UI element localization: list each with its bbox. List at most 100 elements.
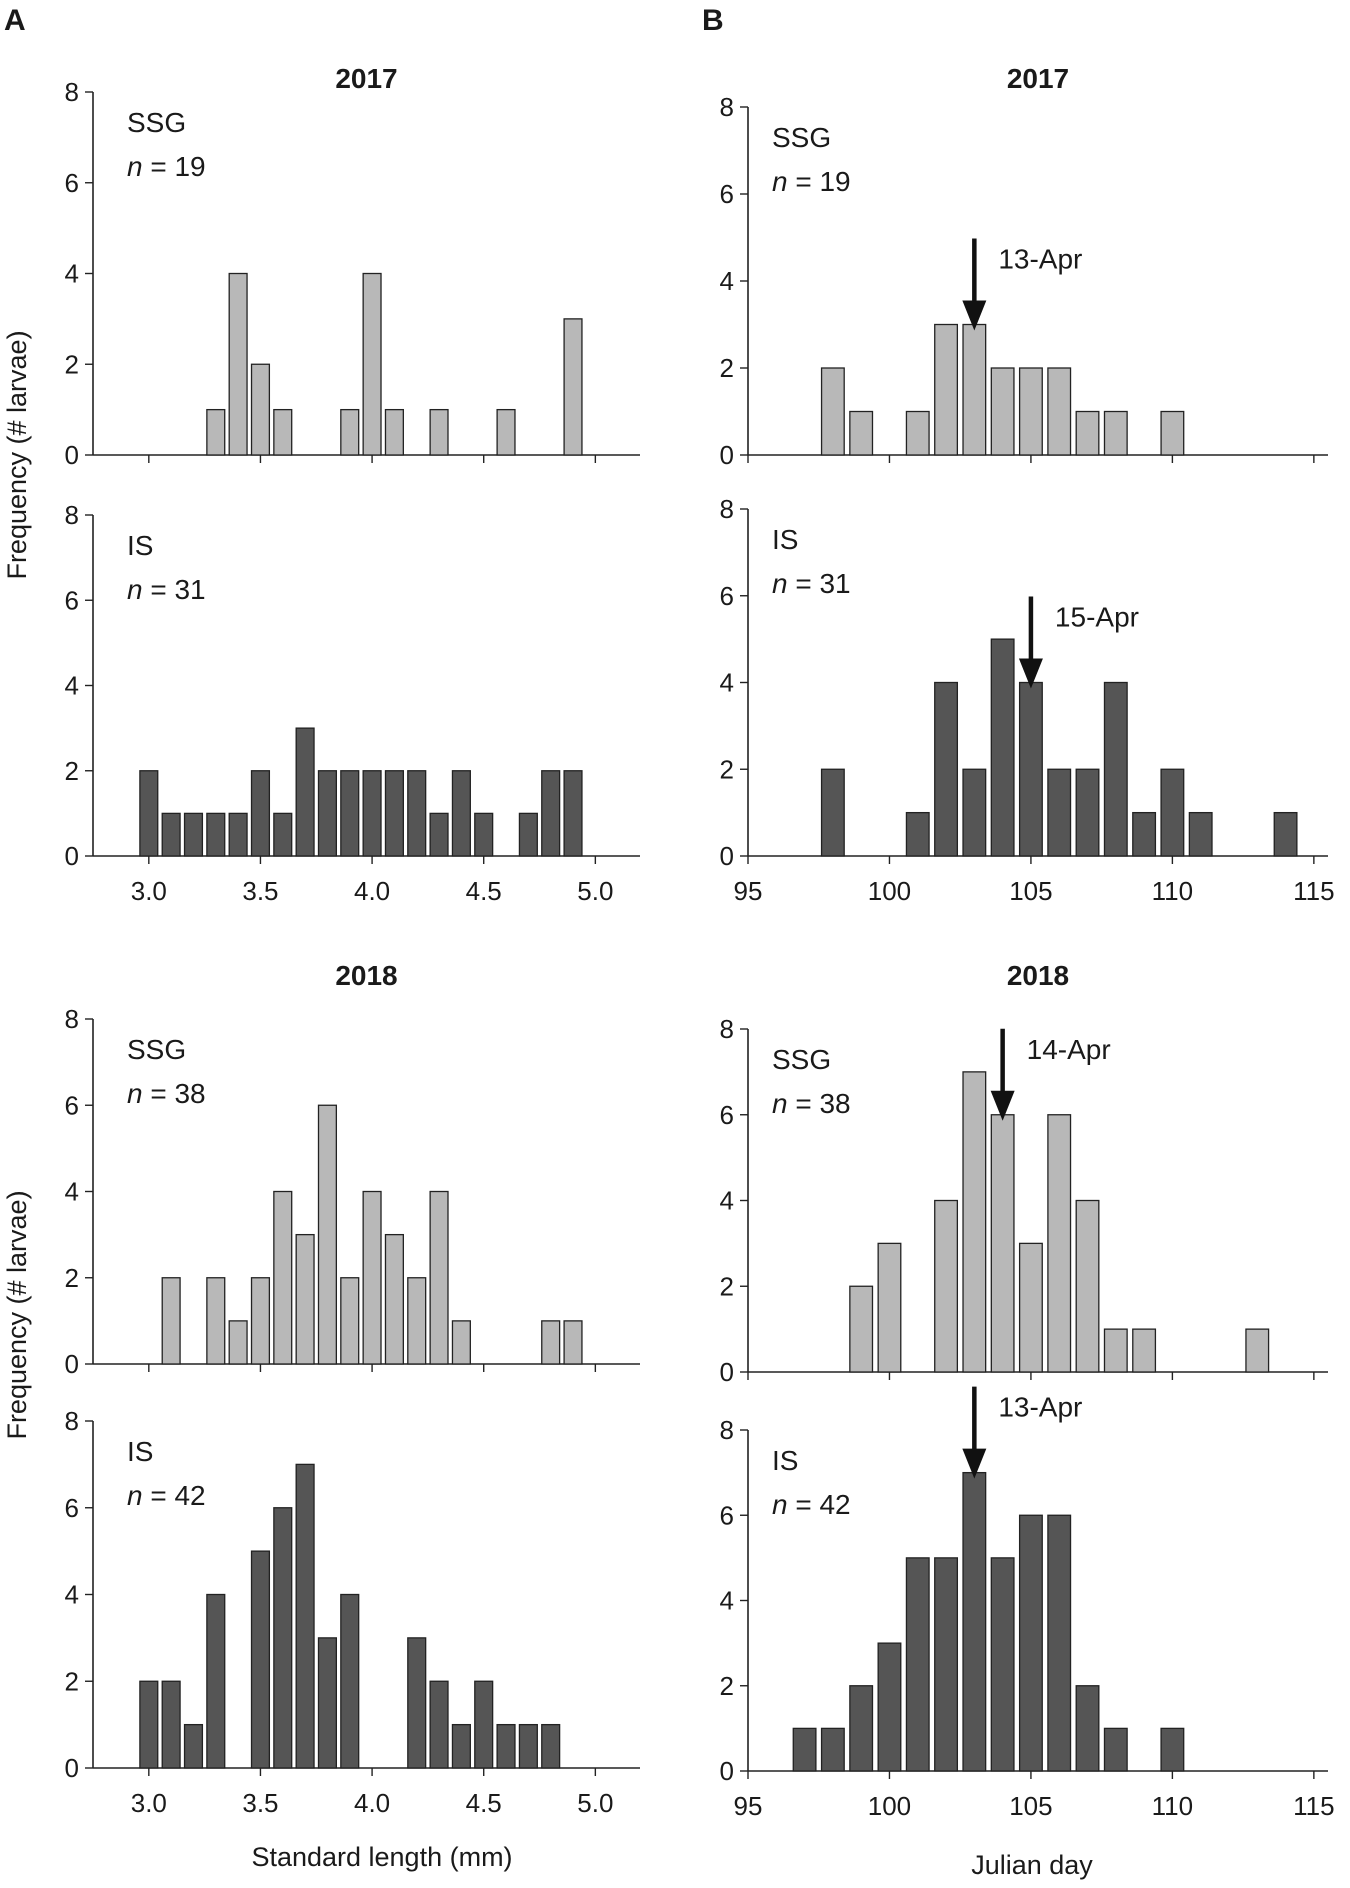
x-tick-label: 5.0 [577, 876, 613, 906]
y-axis-label-bottom: Frequency (# larvae) [2, 1190, 32, 1439]
bar [206, 1277, 226, 1365]
bar [934, 681, 959, 857]
bar [429, 1680, 449, 1769]
chart-2017-jd-is: 0 2 4 6 8 95 100 105 110 115 IS n = 31 15-Apr [720, 494, 1335, 906]
bar [161, 812, 181, 857]
bar [962, 1471, 987, 1772]
bar [962, 323, 987, 456]
chart-2018-sl-ssg: 0 2 4 6 8 SSG n = 38 2018 [65, 960, 640, 1379]
bar [429, 408, 449, 456]
sample-size-label: n = 31 [127, 574, 206, 605]
bar [228, 812, 248, 857]
y-tick-label: 6 [65, 1493, 79, 1523]
bar [474, 812, 494, 857]
bar [1160, 1727, 1185, 1772]
bar [474, 1680, 494, 1769]
bar [362, 272, 382, 456]
site-label: IS [127, 1436, 153, 1467]
bar [1075, 410, 1100, 456]
bar [934, 1199, 959, 1373]
chart-2018-jd-ssg: 0 2 4 6 8 SSG n = 38 2018 14-Apr [720, 960, 1328, 1387]
y-tick-label: 0 [720, 1756, 734, 1786]
bar [1273, 811, 1298, 857]
median-date-label: 13-Apr [998, 1392, 1082, 1423]
bar [250, 363, 271, 456]
year-title: 2018 [1007, 960, 1069, 991]
bar [206, 408, 226, 456]
bar [518, 1723, 538, 1769]
panel-letter-b: B [702, 4, 724, 37]
x-tick-label: 4.5 [466, 1788, 502, 1818]
year-title: 2018 [335, 960, 397, 991]
bar [1018, 367, 1043, 456]
y-tick-label: 0 [720, 440, 734, 470]
bar [1132, 811, 1157, 857]
y-tick-label: 6 [720, 179, 734, 209]
bar [295, 727, 315, 857]
bar [849, 410, 874, 456]
bar [962, 768, 987, 857]
bar [1075, 1685, 1100, 1772]
bar [295, 1463, 315, 1769]
y-tick-label: 0 [65, 440, 79, 470]
bar [990, 367, 1015, 456]
bar [820, 1727, 845, 1772]
bar [496, 408, 516, 456]
sample-size-label: n = 19 [127, 151, 206, 182]
bar [139, 1680, 159, 1769]
bar [1018, 681, 1043, 857]
site-label: IS [772, 524, 798, 555]
y-tick-label: 8 [720, 92, 734, 122]
bar [340, 1593, 360, 1769]
y-tick-label: 2 [720, 353, 734, 383]
y-tick-label: 8 [65, 77, 79, 107]
y-tick-label: 4 [720, 1186, 734, 1216]
bar [1188, 811, 1213, 857]
bar [877, 1242, 902, 1373]
bar [451, 770, 471, 857]
sample-size-label: n = 42 [127, 1480, 206, 1511]
histogram-panels: 0 2 4 6 8 SSG n = 19 2017 0 2 4 6 8 3.0 3.5 4.0 4.5 5.0 IS… [65, 63, 1335, 1821]
bar [1075, 1199, 1100, 1373]
x-tick-label: 115 [1293, 1791, 1334, 1821]
bar [161, 1277, 181, 1365]
x-tick-label: 110 [1152, 876, 1193, 906]
x-tick-label: 3.5 [242, 876, 278, 906]
bar [183, 812, 204, 857]
bar [962, 1071, 987, 1373]
y-tick-label: 6 [65, 168, 79, 198]
y-tick-label: 2 [720, 1271, 734, 1301]
y-tick-label: 2 [65, 756, 79, 786]
bar [340, 1277, 360, 1365]
chart-2017-sl-ssg: 0 2 4 6 8 SSG n = 19 2017 [65, 63, 640, 470]
bar [792, 1727, 817, 1772]
bar [1103, 1328, 1128, 1373]
bar [563, 770, 583, 857]
bar [990, 638, 1015, 857]
bar [1160, 768, 1185, 857]
bar [496, 1723, 516, 1769]
bar [541, 1723, 561, 1769]
bar [1132, 1328, 1157, 1373]
bar [541, 770, 561, 857]
x-tick-label: 105 [1009, 876, 1052, 906]
bar [1075, 768, 1100, 857]
bar [362, 770, 382, 857]
y-tick-label: 2 [65, 1666, 79, 1696]
bar [1245, 1328, 1270, 1373]
bar [362, 1190, 382, 1365]
bar [139, 770, 159, 857]
median-arrow-icon [962, 1448, 987, 1479]
bar [317, 1104, 338, 1365]
bar [384, 408, 404, 456]
median-arrow-icon [962, 300, 987, 331]
bar [340, 408, 360, 456]
bar [563, 1320, 583, 1365]
bar [849, 1685, 874, 1772]
median-date-label: 13-Apr [998, 244, 1082, 275]
bar [273, 1507, 293, 1769]
bar [934, 323, 959, 456]
bar [518, 812, 538, 857]
bar [273, 812, 293, 857]
